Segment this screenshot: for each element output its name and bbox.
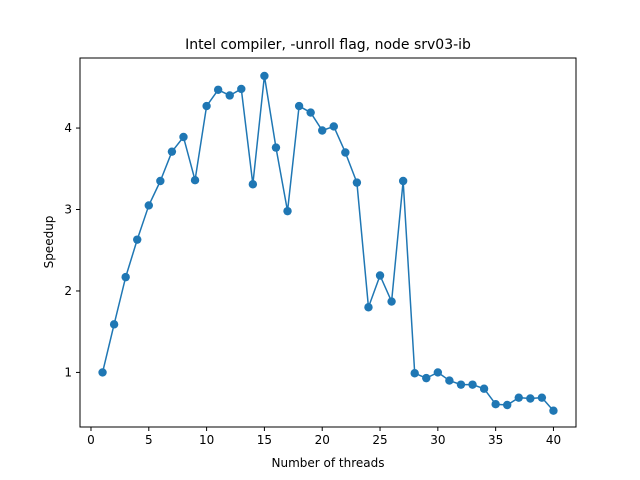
data-point	[109, 320, 119, 329]
data-point	[156, 176, 165, 186]
data-point	[133, 235, 142, 244]
plot-frame	[79, 57, 577, 428]
x-tick-label: 10	[199, 433, 214, 447]
data-point	[190, 175, 200, 185]
data-point	[479, 384, 489, 393]
data-point	[433, 368, 443, 377]
data-point	[364, 303, 373, 312]
y-tick-label: 2	[64, 284, 72, 298]
data-point	[456, 380, 466, 389]
y-tick-label: 4	[64, 121, 72, 135]
data-point	[375, 271, 385, 280]
data-point	[237, 84, 246, 94]
data-point	[422, 373, 431, 383]
data-point	[271, 143, 281, 152]
data-point	[398, 176, 408, 186]
data-point	[549, 406, 558, 415]
data-point	[526, 394, 535, 403]
data-point	[410, 369, 419, 378]
x-tick-label: 15	[257, 433, 272, 447]
data-point	[144, 201, 153, 210]
data-point	[503, 400, 512, 410]
x-axis-ticks: 0 5 10 15 20 25 30 35 40	[87, 427, 561, 447]
x-tick-label: 30	[430, 433, 445, 447]
data-point	[514, 393, 523, 402]
x-tick-label: 40	[546, 433, 561, 447]
data-point	[329, 122, 338, 131]
data-point	[318, 126, 327, 135]
data-point	[468, 380, 477, 389]
x-tick-label: 35	[488, 433, 503, 447]
data-point	[260, 71, 269, 81]
data-point	[491, 399, 500, 409]
data-point	[537, 393, 547, 402]
x-tick-label: 5	[145, 433, 153, 447]
x-tick-label: 0	[87, 433, 95, 447]
data-point	[283, 206, 292, 216]
y-axis-ticks: 1 2 3 4	[64, 121, 80, 379]
x-axis-label: Number of threads	[272, 456, 385, 470]
y-axis-label: Speedup	[42, 216, 56, 269]
data-point	[213, 85, 223, 94]
data-point	[121, 272, 130, 282]
data-point	[445, 376, 454, 385]
data-point	[248, 180, 258, 189]
speedup-series-line	[101, 75, 555, 412]
chart-title: Intel compiler, -unroll flag, node srv03…	[185, 37, 471, 53]
data-point	[306, 108, 315, 117]
data-point	[167, 147, 177, 156]
data-point	[225, 91, 234, 100]
data-point	[387, 297, 396, 306]
data-point	[294, 101, 304, 111]
x-tick-label: 25	[372, 433, 387, 447]
data-point	[179, 132, 188, 142]
y-tick-label: 3	[64, 203, 72, 217]
data-point	[202, 101, 211, 111]
data-point	[98, 368, 107, 377]
series-layer	[98, 71, 558, 415]
x-tick-label: 20	[315, 433, 330, 447]
data-point	[341, 148, 350, 157]
y-tick-label: 1	[64, 365, 72, 379]
data-point	[352, 178, 362, 187]
